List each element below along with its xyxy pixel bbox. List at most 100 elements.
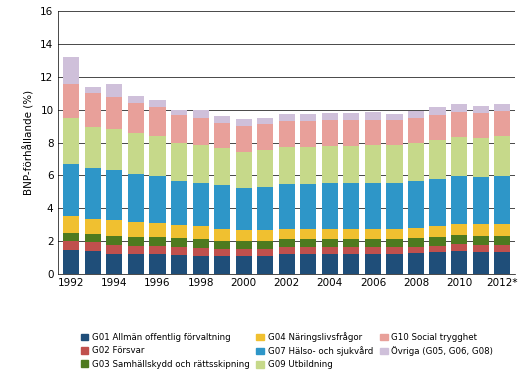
Bar — [451, 252, 467, 274]
Bar — [171, 181, 187, 225]
Bar — [300, 121, 316, 147]
Bar — [322, 254, 338, 274]
Bar — [257, 249, 273, 256]
Bar — [257, 150, 273, 187]
Bar — [149, 246, 166, 254]
Bar — [85, 87, 101, 92]
Bar — [257, 230, 273, 241]
Bar — [451, 176, 467, 223]
Bar — [236, 152, 252, 188]
Bar — [343, 247, 359, 254]
Bar — [279, 247, 295, 254]
Bar — [387, 145, 402, 183]
Bar — [214, 123, 230, 148]
Bar — [408, 247, 424, 253]
Bar — [214, 228, 230, 241]
Bar — [494, 225, 510, 236]
Bar — [85, 219, 101, 234]
Bar — [63, 118, 80, 164]
Bar — [279, 254, 295, 274]
Bar — [128, 133, 144, 174]
Bar — [106, 97, 123, 129]
Bar — [214, 249, 230, 256]
Bar — [85, 127, 101, 168]
Bar — [128, 96, 144, 103]
Bar — [322, 239, 338, 247]
Bar — [387, 114, 402, 120]
Bar — [149, 100, 166, 107]
Bar — [408, 142, 424, 181]
Bar — [494, 236, 510, 245]
Bar — [451, 235, 467, 244]
Bar — [408, 111, 424, 118]
Bar — [494, 252, 510, 274]
Bar — [473, 138, 489, 177]
Bar — [451, 104, 467, 112]
Bar — [279, 121, 295, 147]
Bar — [63, 164, 80, 216]
Bar — [63, 216, 80, 233]
Bar — [193, 248, 209, 256]
Bar — [257, 241, 273, 249]
Bar — [473, 225, 489, 236]
Bar — [430, 179, 446, 226]
Bar — [408, 228, 424, 238]
Bar — [343, 113, 359, 120]
Bar — [236, 241, 252, 249]
Bar — [193, 256, 209, 274]
Bar — [387, 254, 402, 274]
Bar — [279, 239, 295, 247]
Bar — [430, 252, 446, 274]
Bar — [343, 146, 359, 184]
Bar — [63, 250, 80, 274]
Bar — [128, 237, 144, 246]
Bar — [343, 120, 359, 146]
Bar — [149, 107, 166, 136]
Bar — [193, 183, 209, 226]
Bar — [106, 236, 123, 245]
Bar — [322, 247, 338, 254]
Bar — [149, 136, 166, 176]
Bar — [473, 236, 489, 245]
Bar — [451, 223, 467, 235]
Bar — [365, 145, 381, 183]
Bar — [473, 245, 489, 252]
Bar — [193, 226, 209, 239]
Bar — [63, 57, 80, 84]
Bar — [149, 254, 166, 274]
Bar — [300, 114, 316, 121]
Bar — [257, 256, 273, 274]
Bar — [365, 239, 381, 247]
Bar — [106, 130, 123, 170]
Bar — [451, 244, 467, 252]
Bar — [387, 239, 402, 247]
Bar — [279, 184, 295, 228]
Bar — [322, 113, 338, 120]
Bar — [365, 230, 381, 239]
Bar — [322, 120, 338, 146]
Bar — [322, 230, 338, 239]
Bar — [171, 225, 187, 238]
Bar — [171, 110, 187, 116]
Bar — [279, 114, 295, 121]
Bar — [387, 247, 402, 254]
Bar — [63, 241, 80, 250]
Bar — [106, 170, 123, 220]
Bar — [494, 111, 510, 136]
Bar — [343, 239, 359, 247]
Bar — [63, 84, 80, 118]
Bar — [430, 107, 446, 116]
Bar — [343, 184, 359, 230]
Bar — [85, 242, 101, 252]
Bar — [128, 222, 144, 237]
Bar — [171, 255, 187, 274]
Bar — [365, 112, 381, 120]
Bar — [236, 256, 252, 274]
Bar — [408, 181, 424, 228]
Bar — [257, 125, 273, 150]
Bar — [387, 183, 402, 230]
Bar — [236, 188, 252, 230]
Bar — [387, 230, 402, 239]
Bar — [279, 147, 295, 184]
Bar — [171, 247, 187, 255]
